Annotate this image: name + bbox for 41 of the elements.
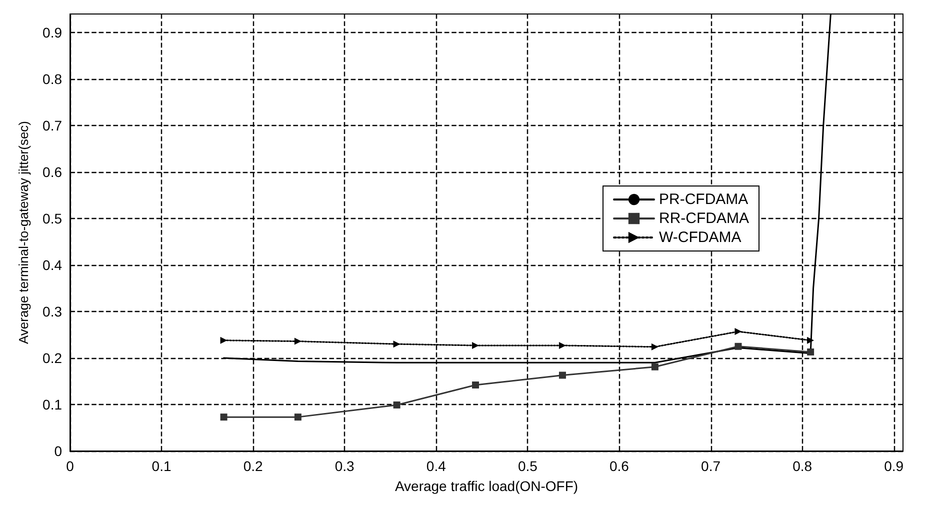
- y-tick-label: 0.3: [42, 304, 62, 320]
- x-tick-label: 0: [66, 458, 74, 474]
- x-axis-title: Average traffic load(ON-OFF): [394, 478, 578, 494]
- point: [558, 372, 566, 379]
- point: [393, 401, 400, 408]
- y-tick-label: 0.7: [42, 118, 62, 134]
- y-axis-title: Average terminal-to-gateway jitter(sec): [16, 120, 31, 344]
- x-tick-label: 0.1: [152, 458, 172, 474]
- point: [558, 342, 566, 349]
- point: [734, 342, 742, 350]
- point: [472, 381, 480, 388]
- x-tick-label: 0.9: [884, 458, 904, 474]
- legend-label: W-CFDAMA: [659, 229, 742, 246]
- x-tick-label: 0.5: [518, 458, 538, 474]
- point: [220, 336, 228, 344]
- x-tick-label: 0.6: [609, 458, 630, 474]
- x-tick-label: 0.8: [792, 458, 812, 474]
- point: [294, 414, 302, 421]
- point: [220, 414, 228, 421]
- point: [734, 328, 742, 336]
- point: [807, 348, 814, 356]
- x-tick-label: 0.2: [243, 458, 264, 474]
- y-tick-label: 0.2: [42, 350, 62, 366]
- y-tick-label: 0.1: [42, 396, 62, 413]
- point: [294, 338, 302, 345]
- y-tick-label: 0.6: [42, 164, 62, 180]
- y-tick-label: 0.8: [42, 71, 62, 88]
- legend-label: RR-CFDAMA: [659, 210, 750, 227]
- point: [651, 363, 658, 370]
- y-tick-label: 0.9: [42, 24, 62, 41]
- legend-label: PR-CFDAMA: [659, 191, 748, 208]
- point: [651, 343, 658, 350]
- x-tick-label: 0.7: [701, 458, 721, 474]
- point: [393, 340, 400, 348]
- point: [472, 342, 480, 349]
- y-tick-label: 0.5: [42, 210, 62, 227]
- x-tick-label: 0.3: [334, 458, 355, 474]
- x-tick-label: 0.4: [426, 458, 446, 474]
- y-tick-label: 0: [54, 443, 62, 459]
- y-tick-label: 0.4: [42, 257, 62, 274]
- point: [807, 336, 814, 344]
